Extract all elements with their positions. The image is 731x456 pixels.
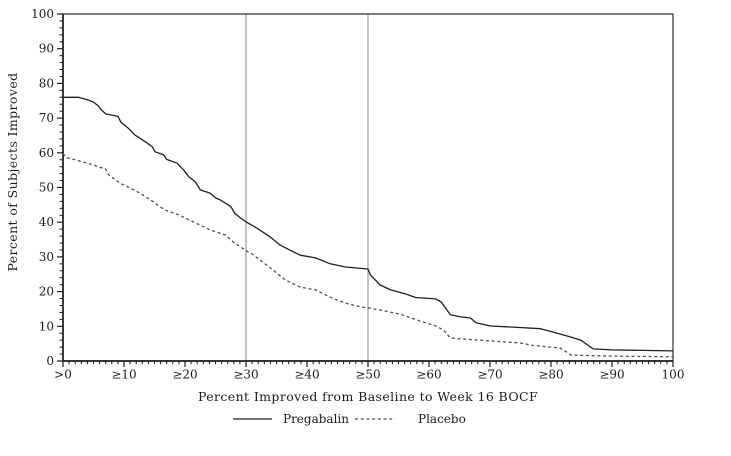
x-axis: >0 ≥10 ≥20 ≥30 ≥40 ≥50 ≥60 ≥70 ≥80 ≥90 100 — [54, 361, 684, 382]
y-tick-label: 60 — [39, 146, 54, 160]
y-axis-title: Percent of Subjects Improved — [5, 72, 20, 271]
x-tick-label: ≥80 — [538, 368, 563, 382]
x-tick-label: ≥60 — [416, 368, 441, 382]
x-tick-label: ≥30 — [233, 368, 258, 382]
x-tick-label: >0 — [54, 368, 72, 382]
x-tick-label: ≥20 — [172, 368, 197, 382]
placebo-curve — [62, 153, 674, 358]
y-tick-label: 100 — [31, 7, 54, 21]
placebo-legend-label: Placebo — [418, 412, 466, 426]
data-series — [62, 96, 674, 358]
y-tick-label: 10 — [39, 319, 54, 333]
y-tick-label: 40 — [39, 215, 54, 229]
y-tick-label: 0 — [46, 354, 54, 368]
pregabalin-legend-label: Pregabalin — [283, 412, 349, 426]
y-tick-label: 20 — [39, 285, 54, 299]
x-tick-label: ≥70 — [477, 368, 502, 382]
y-tick-label: 90 — [39, 42, 54, 56]
x-axis-title: Percent Improved from Baseline to Week 1… — [198, 389, 538, 404]
x-tick-label: ≥90 — [599, 368, 624, 382]
y-tick-label: 30 — [39, 250, 54, 264]
y-axis: 0 10 20 30 40 50 60 70 80 90 100 — [31, 7, 63, 368]
x-tick-label: ≥10 — [111, 368, 136, 382]
pregabalin-curve — [63, 96, 674, 352]
legend: Pregabalin Placebo — [233, 412, 466, 426]
y-tick-label: 50 — [39, 181, 54, 195]
y-tick-label: 70 — [39, 111, 54, 125]
x-tick-label: ≥50 — [355, 368, 380, 382]
x-tick-label: ≥40 — [294, 368, 319, 382]
y-tick-label: 80 — [39, 76, 54, 90]
reference-lines — [245, 14, 369, 361]
x-tick-label: 100 — [662, 368, 685, 382]
